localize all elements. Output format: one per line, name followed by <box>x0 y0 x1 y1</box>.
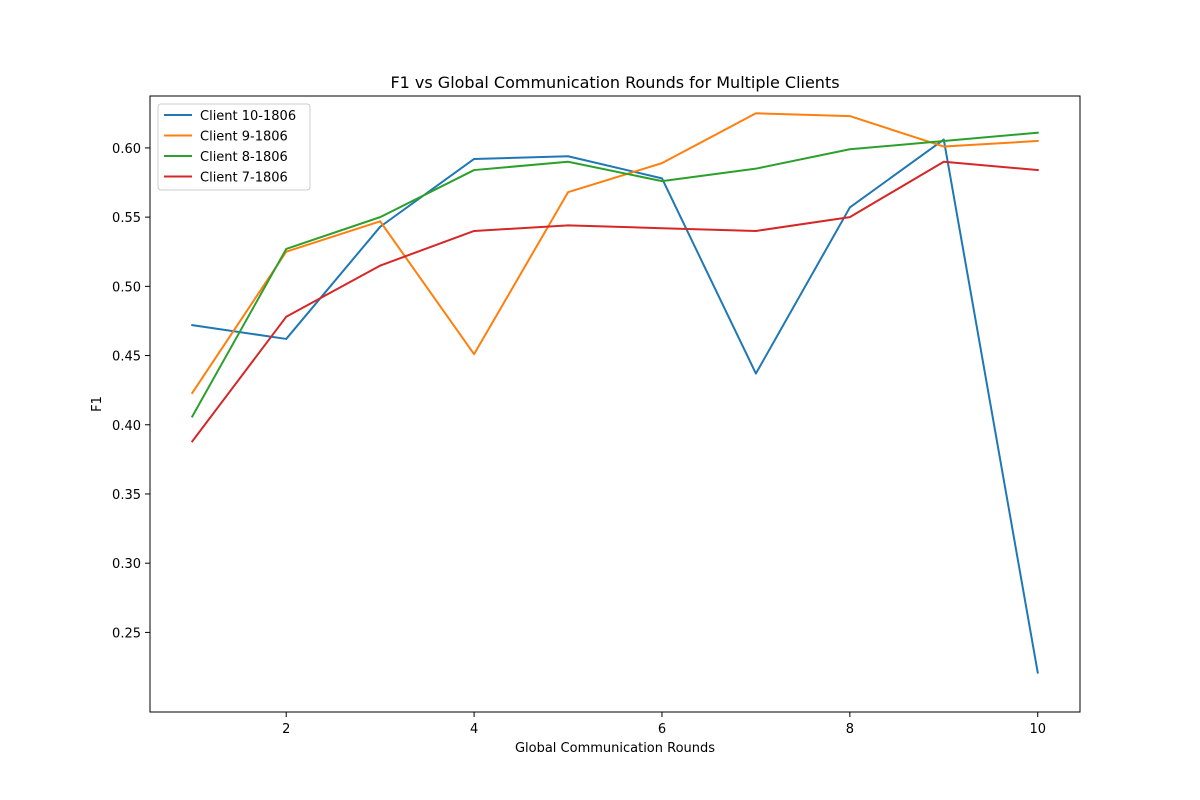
legend-label-3: Client 8-1806 <box>200 150 288 165</box>
series-line-1 <box>191 138 1039 674</box>
x-tick-label: 6 <box>658 722 666 737</box>
series-group <box>190 112 1039 674</box>
y-tick-label: 0.55 <box>112 211 141 226</box>
plot-frame <box>149 95 1081 713</box>
x-tick-label: 2 <box>282 722 290 737</box>
x-axis-title: Global Communication Rounds <box>515 741 715 756</box>
y-tick-label: 0.35 <box>112 488 141 503</box>
y-axis-title: F1 <box>90 396 105 412</box>
x-tick-label: 8 <box>846 722 854 737</box>
y-tick-label: 0.50 <box>112 280 141 295</box>
x-tick-label: 10 <box>1029 722 1046 737</box>
series-line-4 <box>190 160 1039 443</box>
y-tick-label: 0.45 <box>112 350 141 365</box>
legend: Client 10-1806 Client 9-1806 Client 8-1806… <box>157 103 311 191</box>
series-line-3 <box>190 131 1039 418</box>
legend-label-1: Client 10-1806 <box>200 109 296 124</box>
y-tick-label: 0.60 <box>112 142 141 157</box>
plot-area: 2 4 6 8 10 0.25 0.30 0.35 0.40 0.45 0.50 0.55 0.60 Cl… <box>112 95 1081 737</box>
y-tick-label: 0.30 <box>112 557 141 572</box>
legend-label-2: Client 9-1806 <box>200 130 288 145</box>
y-tick-label: 0.40 <box>112 419 141 434</box>
legend-label-4: Client 7-1806 <box>200 171 288 186</box>
y-tick-label: 0.25 <box>112 626 141 641</box>
chart-title: F1 vs Global Communication Rounds for Mu… <box>390 73 839 92</box>
x-tick-label: 4 <box>470 722 478 737</box>
legend-box <box>157 103 311 191</box>
series-line-2 <box>190 112 1039 395</box>
